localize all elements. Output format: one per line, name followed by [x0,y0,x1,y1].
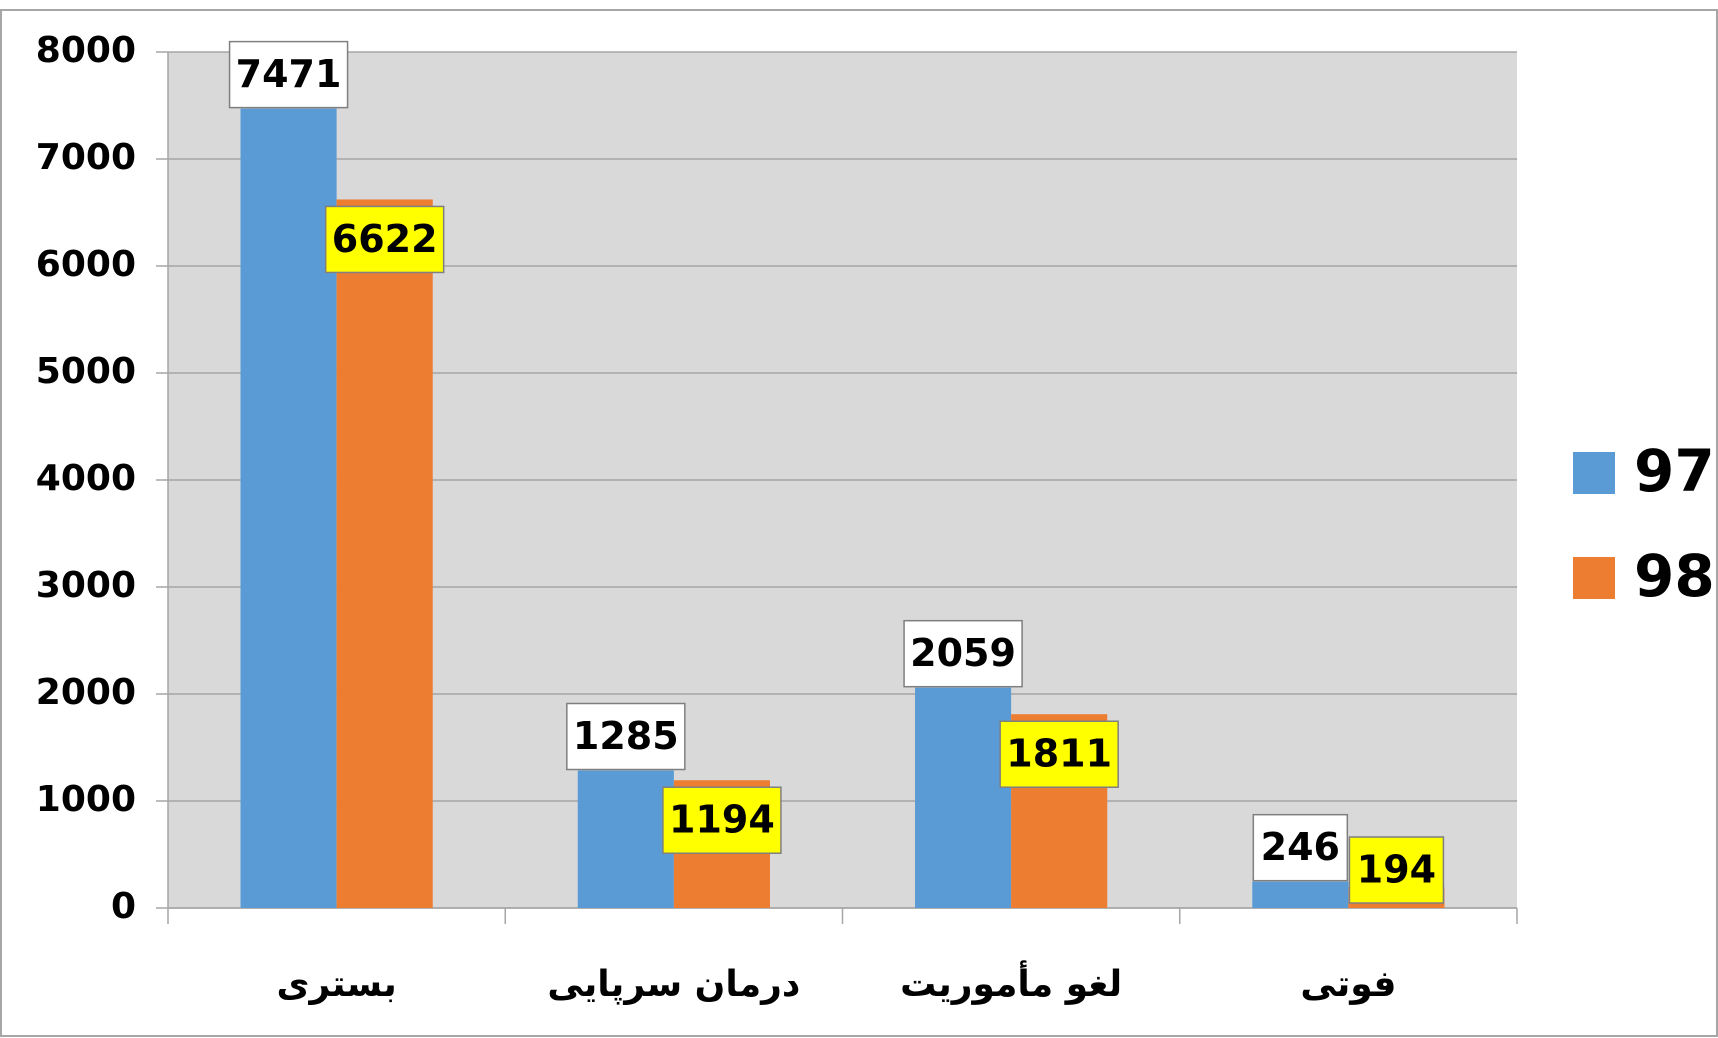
y-tick-label: 4000 [36,458,136,499]
y-tick-label: 7000 [36,137,136,178]
data-label-box [999,720,1119,788]
data-label: 1194 [669,798,775,842]
bar [915,687,1012,908]
bar [1252,881,1349,908]
data-label: 246 [1261,825,1340,869]
y-tick-label: 8000 [36,30,136,71]
legend-swatch [1573,452,1615,494]
y-tick-label: 1000 [36,779,136,820]
y-tick-label: 2000 [36,672,136,713]
data-label: 7471 [236,52,342,96]
x-tick-label: لغو مأموریت [900,960,1122,1005]
data-label: 2059 [910,631,1016,675]
data-label-box [662,786,782,854]
x-tick-label: درمان سرپایی [547,964,800,1005]
y-tick-label: 0 [111,886,136,927]
x-tick-label: بستری [277,964,397,1005]
y-tick-label: 3000 [36,565,136,606]
data-label: 1285 [573,714,679,758]
data-label: 1811 [1006,732,1112,776]
data-label-box [903,619,1023,688]
y-tick-label: 5000 [36,351,136,392]
data-label-box [566,702,686,771]
bar [336,199,433,909]
legend-swatch [1573,557,1615,599]
legend-label: 98 [1634,542,1715,610]
data-label-box [228,40,349,109]
y-tick-label: 6000 [36,244,136,285]
x-tick-label: فوتی [1300,964,1396,1005]
bar [240,108,337,908]
bar [577,770,674,908]
data-label-box [324,205,445,274]
data-label-box [1252,813,1349,882]
data-label: 6622 [332,217,438,261]
data-label: 194 [1357,848,1436,892]
legend-label: 97 [1634,437,1715,505]
data-label-box [1348,836,1445,904]
